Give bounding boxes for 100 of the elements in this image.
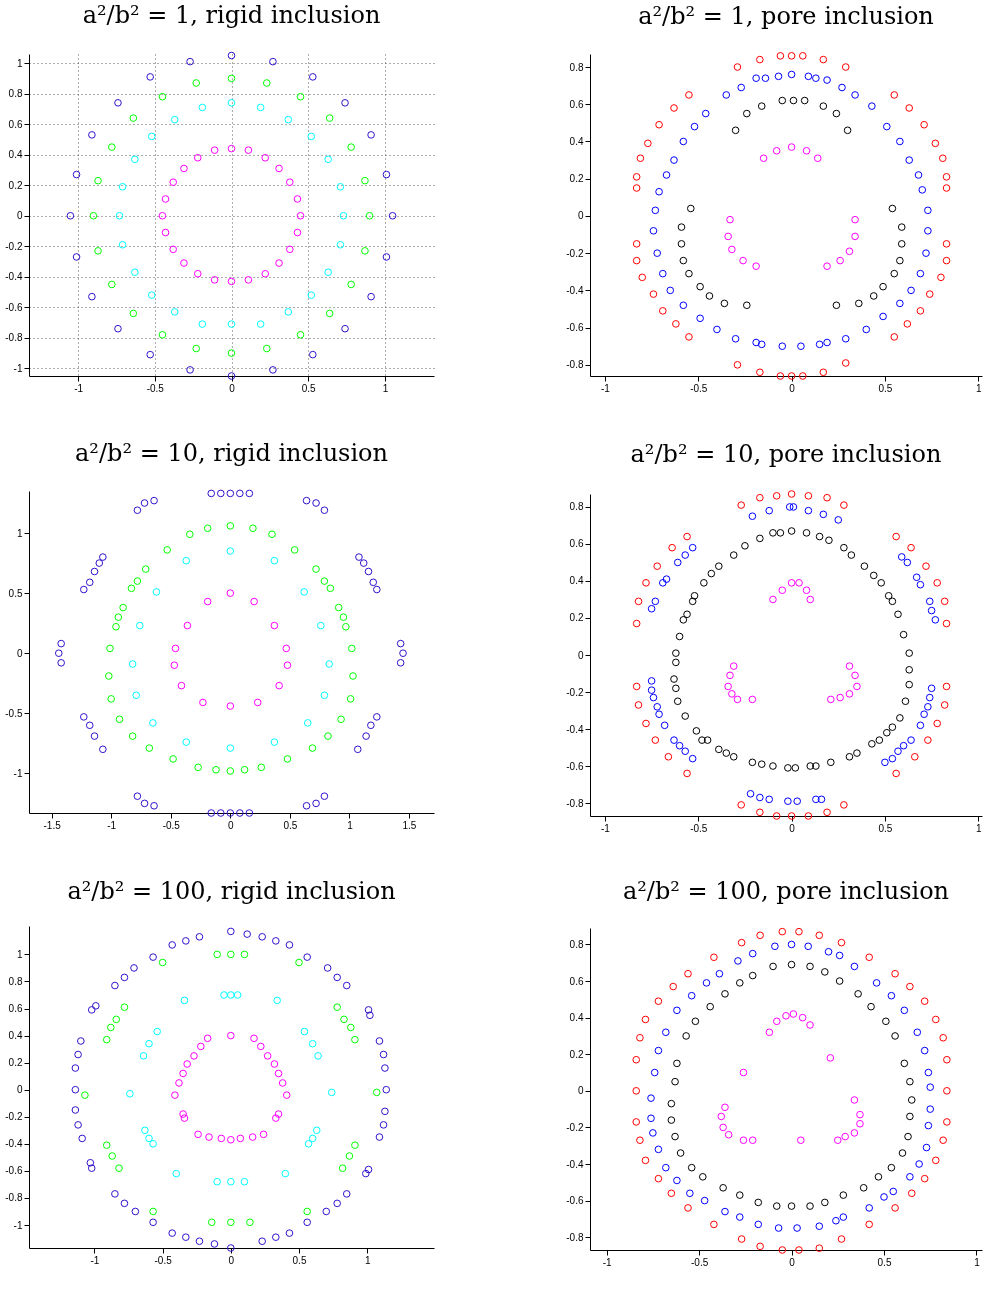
point [57, 659, 65, 667]
point [888, 754, 897, 763]
point [293, 195, 302, 203]
point [672, 649, 680, 657]
y-tick-label: 1 [16, 527, 23, 539]
point [823, 76, 831, 84]
x-tick-label: 0.5 [292, 1254, 307, 1266]
point [713, 325, 721, 334]
point [325, 660, 333, 668]
point [662, 171, 671, 179]
point [649, 1129, 657, 1137]
point [199, 698, 207, 707]
point [203, 597, 212, 606]
point [303, 719, 312, 727]
point [737, 801, 746, 809]
point [854, 299, 863, 308]
point [684, 1204, 692, 1212]
point [731, 126, 740, 135]
point [168, 941, 176, 949]
point [739, 1136, 748, 1145]
point [285, 941, 294, 949]
y-tick-label: 0.4 [8, 149, 23, 161]
point [312, 499, 320, 507]
point [372, 1088, 381, 1097]
point [651, 206, 660, 215]
point [381, 1107, 389, 1116]
point [246, 1218, 254, 1227]
point [362, 732, 370, 740]
point [798, 372, 807, 380]
point [71, 1106, 80, 1114]
point [677, 240, 686, 248]
point [653, 562, 662, 570]
point [787, 143, 796, 151]
point [661, 1163, 670, 1172]
point [774, 1224, 783, 1232]
point [227, 1031, 235, 1040]
y-tick-label: -0.4 [566, 723, 584, 735]
point [769, 529, 777, 537]
point [789, 503, 798, 511]
point [253, 698, 262, 707]
point [150, 801, 158, 810]
point [362, 1169, 370, 1178]
point [108, 143, 116, 151]
y-tick-label: 0 [16, 647, 23, 659]
point [274, 1069, 283, 1078]
y-tick-label: -0.2 [566, 686, 584, 698]
y-tick-label: 0.8 [569, 61, 584, 73]
point [754, 1198, 763, 1207]
point [118, 182, 127, 191]
point [667, 1116, 676, 1124]
y-tick-label: 0.8 [8, 88, 23, 100]
point [752, 262, 760, 270]
point [207, 809, 216, 817]
point [686, 204, 695, 213]
y-tick-label: 0.8 [569, 938, 584, 950]
point [118, 240, 127, 249]
point [104, 672, 113, 680]
point [823, 262, 831, 270]
point [819, 368, 828, 377]
point [675, 632, 684, 641]
point [355, 553, 363, 561]
point [787, 527, 796, 535]
point [379, 1050, 388, 1059]
point [898, 1149, 907, 1157]
point [325, 114, 334, 122]
point [273, 996, 281, 1005]
point [650, 1068, 659, 1077]
point [182, 1233, 190, 1241]
point [703, 736, 712, 744]
point [731, 334, 740, 343]
point [88, 292, 96, 301]
point [748, 695, 757, 704]
point [840, 801, 848, 809]
point [721, 1207, 729, 1216]
point [632, 1055, 641, 1064]
point [79, 585, 88, 594]
point [302, 801, 311, 810]
point [841, 359, 850, 367]
x-tick-label: 0 [228, 1254, 235, 1266]
point [634, 597, 643, 606]
point [158, 92, 167, 101]
point [133, 577, 142, 585]
point [728, 245, 736, 254]
point [702, 979, 711, 987]
point [236, 1134, 245, 1143]
point [835, 951, 844, 960]
point [940, 701, 949, 709]
point [707, 569, 716, 578]
point [145, 744, 154, 752]
x-tick-label: 0 [789, 1256, 796, 1268]
point [696, 282, 704, 291]
point [198, 320, 207, 328]
point [220, 991, 228, 999]
point [737, 501, 746, 509]
point [359, 559, 368, 567]
point [785, 503, 794, 511]
point [821, 968, 829, 976]
point [942, 173, 951, 181]
point [778, 586, 787, 595]
point [324, 155, 332, 164]
